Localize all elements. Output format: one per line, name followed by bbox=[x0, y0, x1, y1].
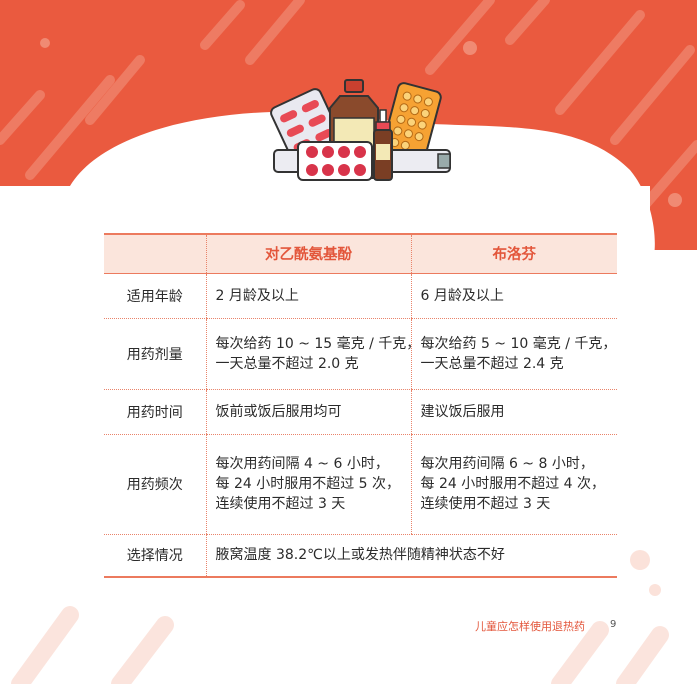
header-ibuprofen: 布洛芬 bbox=[410, 234, 617, 274]
cell-line: 每 24 小时服用不超过 4 次， bbox=[420, 476, 606, 492]
table-row-choice: 选择情况 腋窝温度 38.2℃以上或发热伴随精神状态不好 bbox=[104, 534, 617, 578]
cell-line: 6 月龄及以上 bbox=[420, 287, 504, 304]
drug-comparison-table: 对乙酰氨基酚 布洛芬 适用年龄 2 月龄及以上 6 月龄及以上 用药剂量 每次给… bbox=[104, 233, 617, 578]
page-number: 9 bbox=[610, 619, 617, 630]
table-row-dose: 用药剂量 每次给药 10 ~ 15 毫克 / 千克， 一天总量不超过 2.0 克… bbox=[104, 318, 617, 390]
cell-choice-merged: 腋窝温度 38.2℃以上或发热伴随精神状态不好 bbox=[205, 534, 617, 578]
cell-line: 连续使用不超过 3 天 bbox=[420, 496, 551, 512]
cell-line: 一天总量不超过 2.4 克 bbox=[420, 355, 564, 372]
cell-line: 每次用药间隔 6 ~ 8 小时， bbox=[420, 456, 594, 472]
cell-dose-acetaminophen: 每次给药 10 ~ 15 毫克 / 千克， 一天总量不超过 2.0 克 bbox=[205, 318, 421, 390]
table-row-time: 用药时间 饭前或饭后服用均可 建议饭后服用 bbox=[104, 389, 617, 435]
table-row-age: 适用年龄 2 月龄及以上 6 月龄及以上 bbox=[104, 273, 617, 319]
cell-line: 每次给药 10 ~ 15 毫克 / 千克， bbox=[215, 335, 421, 352]
cell-line: 每次用药间隔 4 ~ 6 小时， bbox=[215, 456, 389, 472]
medicine-bottles-illustration bbox=[270, 79, 451, 181]
header-empty-cell bbox=[104, 234, 206, 274]
table-header-row: 对乙酰氨基酚 布洛芬 bbox=[104, 234, 617, 274]
cell-dose-ibuprofen: 每次给药 5 ~ 10 毫克 / 千克， 一天总量不超过 2.4 克 bbox=[410, 318, 617, 390]
row-label-choice: 选择情况 bbox=[104, 534, 206, 578]
header-acetaminophen: 对乙酰氨基酚 bbox=[205, 234, 411, 274]
row-label-time: 用药时间 bbox=[104, 389, 206, 435]
table-row-frequency: 用药频次 每次用药间隔 4 ~ 6 小时， 每 24 小时服用不超过 5 次， … bbox=[104, 434, 617, 535]
cell-frequency-acetaminophen: 每次用药间隔 4 ~ 6 小时， 每 24 小时服用不超过 5 次， 连续使用不… bbox=[205, 434, 411, 535]
cell-line: 饭前或饭后服用均可 bbox=[215, 403, 342, 420]
cell-frequency-ibuprofen: 每次用药间隔 6 ~ 8 小时， 每 24 小时服用不超过 4 次， 连续使用不… bbox=[410, 434, 617, 535]
cell-age-acetaminophen: 2 月龄及以上 bbox=[205, 273, 411, 319]
cell-age-ibuprofen: 6 月龄及以上 bbox=[410, 273, 617, 319]
row-label-frequency: 用药频次 bbox=[104, 434, 206, 535]
footer-title: 儿童应怎样使用退热药 bbox=[475, 620, 585, 633]
cell-line: 每 24 小时服用不超过 5 次， bbox=[215, 476, 401, 492]
cell-line: 一天总量不超过 2.0 克 bbox=[215, 355, 359, 372]
cell-line: 连续使用不超过 3 天 bbox=[215, 496, 346, 512]
cell-line: 建议饭后服用 bbox=[420, 403, 505, 420]
row-label-dose: 用药剂量 bbox=[104, 318, 206, 390]
cell-time-ibuprofen: 建议饭后服用 bbox=[410, 389, 617, 435]
cell-line: 2 月龄及以上 bbox=[215, 287, 299, 304]
cell-time-acetaminophen: 饭前或饭后服用均可 bbox=[205, 389, 411, 435]
row-label-age: 适用年龄 bbox=[104, 273, 206, 319]
cell-line: 每次给药 5 ~ 10 毫克 / 千克， bbox=[420, 335, 617, 352]
